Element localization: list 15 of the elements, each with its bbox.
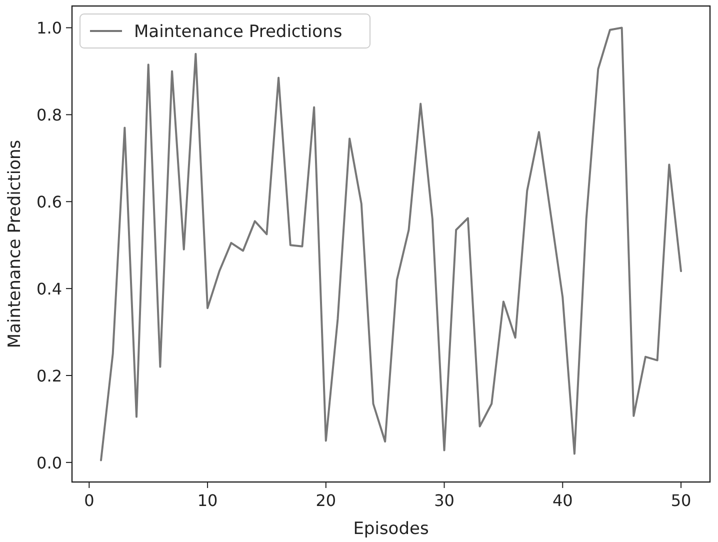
x-axis-title: Episodes [353,519,429,539]
x-tick-label: 20 [316,491,336,510]
y-tick-label: 0.4 [36,280,62,299]
y-axis-title: Maintenance Predictions [5,140,25,348]
x-tick-label: 30 [434,491,454,510]
y-tick-label: 0.2 [36,366,62,386]
legend-label: Maintenance Predictions [134,22,342,42]
y-tick-label: 0.6 [36,192,62,212]
y-tick-label: 0.0 [36,453,62,472]
x-tick-label: 40 [552,491,573,510]
x-tick-label: 0 [84,491,94,510]
y-tick-label: 0.8 [36,106,62,125]
x-tick-label: 10 [197,491,218,510]
x-tick-label: 50 [670,491,692,510]
y-tick-label: 1.0 [36,18,62,38]
